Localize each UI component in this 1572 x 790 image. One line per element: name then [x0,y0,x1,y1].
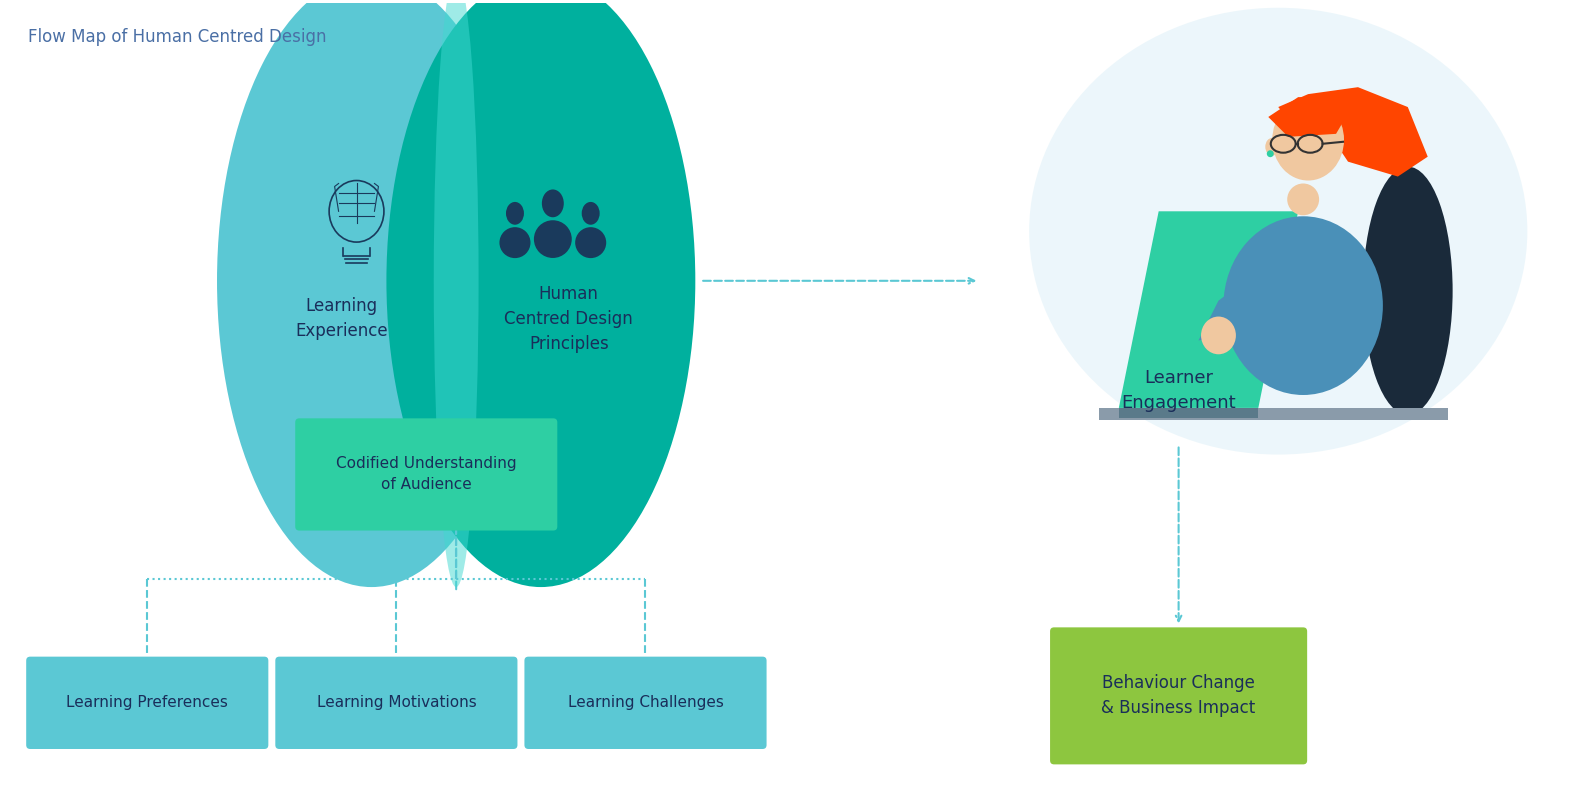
Ellipse shape [387,0,695,587]
Ellipse shape [575,228,607,258]
FancyBboxPatch shape [27,656,269,749]
Text: Learning Preferences: Learning Preferences [66,695,228,710]
FancyBboxPatch shape [525,656,767,749]
FancyBboxPatch shape [1099,408,1448,419]
Text: Learner
Engagement: Learner Engagement [1121,369,1236,412]
Ellipse shape [1287,183,1319,215]
Ellipse shape [1223,216,1383,395]
Ellipse shape [1272,99,1344,181]
Polygon shape [1278,87,1427,176]
Ellipse shape [1201,317,1236,354]
Ellipse shape [1267,150,1273,157]
Polygon shape [1269,97,1342,137]
Text: Flow Map of Human Centred Design: Flow Map of Human Centred Design [28,28,325,46]
Ellipse shape [542,190,564,217]
Ellipse shape [534,220,572,258]
Text: Codified Understanding
of Audience: Codified Understanding of Audience [336,457,517,492]
Ellipse shape [1363,167,1453,415]
FancyBboxPatch shape [1050,627,1308,765]
FancyBboxPatch shape [1119,408,1258,418]
Ellipse shape [500,228,530,258]
Ellipse shape [217,0,527,587]
Ellipse shape [582,202,599,224]
Text: Human
Centred Design
Principles: Human Centred Design Principles [505,284,634,352]
Ellipse shape [506,202,523,224]
Text: Learning Challenges: Learning Challenges [567,695,723,710]
Text: Behaviour Change
& Business Impact: Behaviour Change & Business Impact [1102,675,1256,717]
Text: Learning
Experience: Learning Experience [296,297,388,340]
Ellipse shape [1265,137,1280,156]
Ellipse shape [1030,8,1528,454]
FancyBboxPatch shape [296,419,558,531]
Ellipse shape [434,0,478,587]
Polygon shape [1119,211,1298,408]
FancyBboxPatch shape [275,656,517,749]
Polygon shape [1198,271,1298,340]
Text: Learning Motivations: Learning Motivations [316,695,476,710]
